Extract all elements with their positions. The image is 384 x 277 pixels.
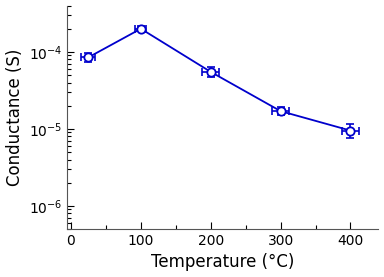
X-axis label: Temperature (°C): Temperature (°C) bbox=[151, 253, 295, 271]
Y-axis label: Conductance (S): Conductance (S) bbox=[5, 48, 23, 186]
